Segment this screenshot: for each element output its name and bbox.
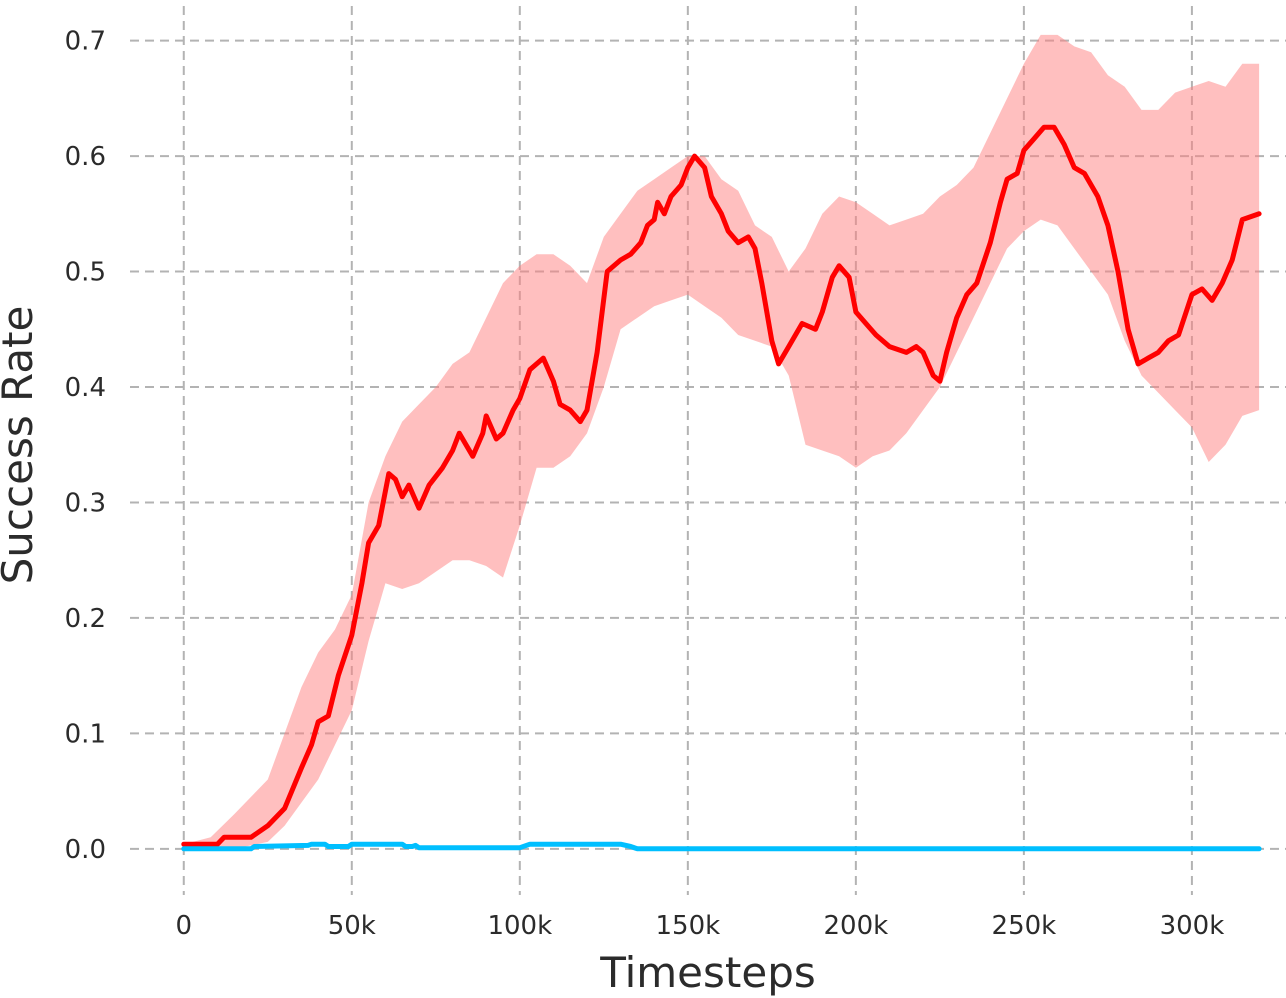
y-tick-labels: 0.0 0.1 0.2 0.3 0.4 0.5 0.6 0.7 bbox=[65, 27, 106, 865]
series-1-line bbox=[181, 841, 1262, 852]
y-tick-label: 0.3 bbox=[65, 488, 106, 518]
x-tick-labels: 0 50k 100k 150k 200k 250k 300k bbox=[175, 911, 1224, 941]
y-tick-label: 0.7 bbox=[65, 27, 106, 57]
y-axis-label: Success Rate bbox=[0, 306, 42, 585]
y-tick-label: 0.1 bbox=[65, 719, 106, 749]
y-tick-label: 0.5 bbox=[65, 258, 106, 288]
x-tick-label: 300k bbox=[1160, 911, 1225, 941]
x-tick-label: 250k bbox=[992, 911, 1057, 941]
y-tick-label: 0.0 bbox=[65, 835, 106, 865]
x-axis-label: Timesteps bbox=[599, 948, 816, 997]
y-tick-label: 0.2 bbox=[65, 604, 106, 634]
x-tick-label: 0 bbox=[175, 911, 192, 941]
x-tick-label: 150k bbox=[655, 911, 720, 941]
series-lines bbox=[181, 124, 1262, 852]
y-tick-label: 0.4 bbox=[65, 373, 106, 403]
x-tick-label: 50k bbox=[328, 911, 376, 941]
series-0-line bbox=[181, 124, 1262, 847]
x-tick-label: 100k bbox=[487, 911, 552, 941]
x-tick-label: 200k bbox=[824, 911, 889, 941]
y-tick-label: 0.6 bbox=[65, 142, 106, 172]
